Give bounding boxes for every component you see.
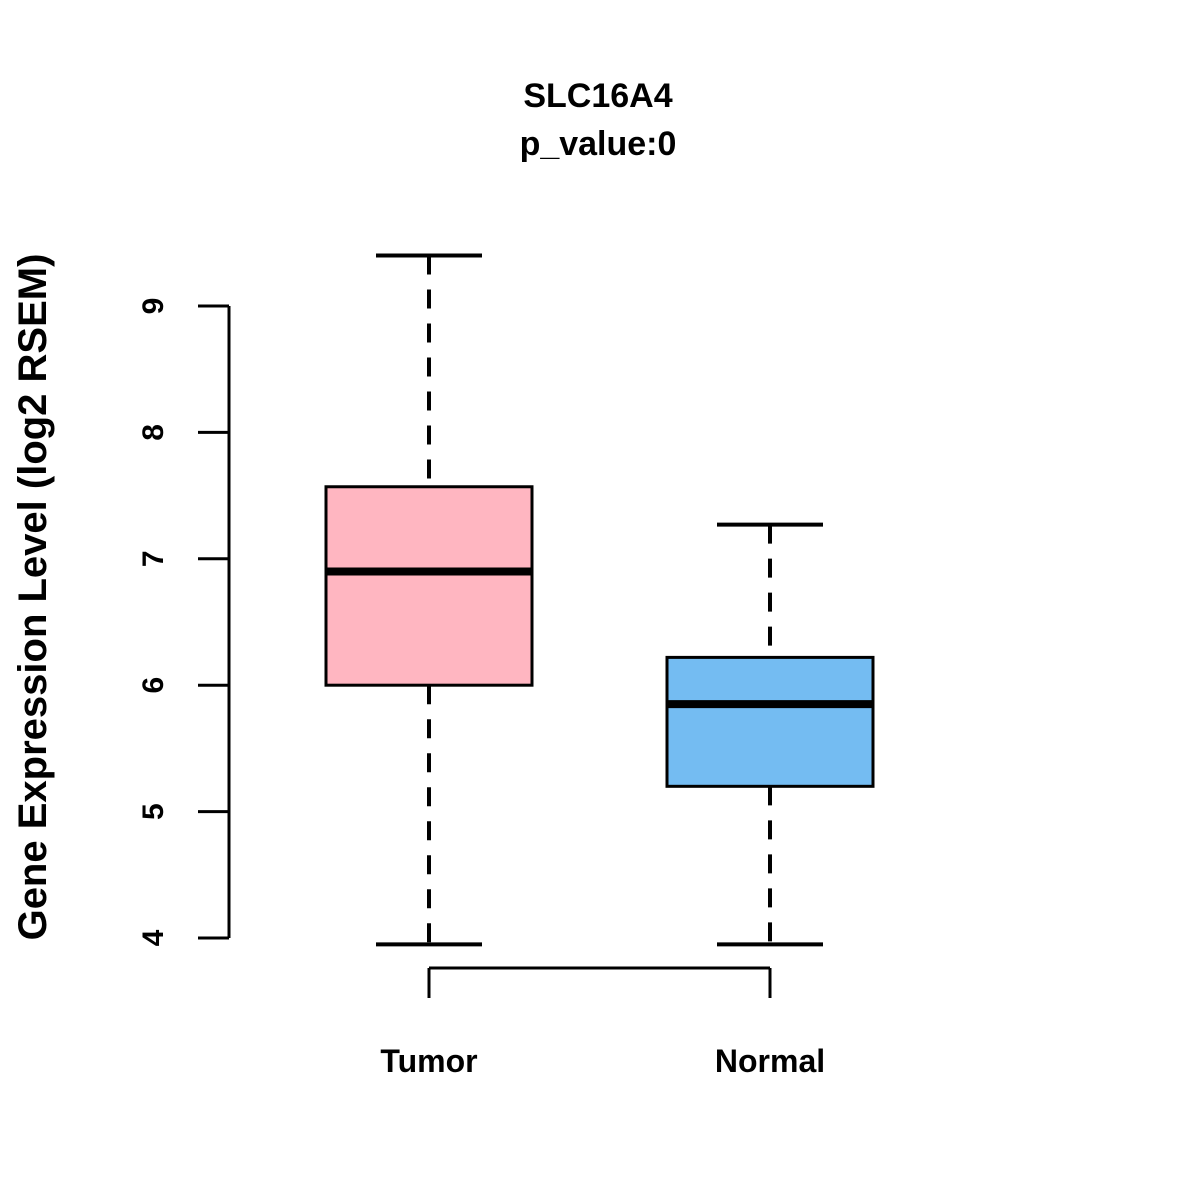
y-axis: 4 5 6 7 8 9: [137, 298, 231, 946]
y-axis-tick-label: 6: [137, 677, 170, 694]
x-axis: Tumor Normal: [380, 966, 825, 1079]
chart-subtitle: p_value:0: [520, 125, 677, 163]
iqr-box: [324, 485, 534, 687]
y-axis-tick-label: 5: [137, 803, 170, 820]
box-group-tumor: [324, 253, 534, 947]
y-axis-label: Gene Expression Level (log2 RSEM): [11, 254, 55, 941]
y-axis-tick-label: 4: [137, 929, 170, 946]
y-axis-tick-label: 9: [137, 298, 170, 315]
y-axis-tick-label: 8: [137, 424, 170, 441]
iqr-box: [665, 655, 875, 788]
x-axis-category-label: Normal: [715, 1043, 825, 1079]
box-group-normal: [665, 522, 875, 947]
box-series: [324, 253, 875, 947]
chart-title: SLC16A4: [523, 77, 672, 115]
y-axis-tick-label: 7: [137, 550, 170, 567]
x-axis-category-label: Tumor: [380, 1043, 477, 1079]
